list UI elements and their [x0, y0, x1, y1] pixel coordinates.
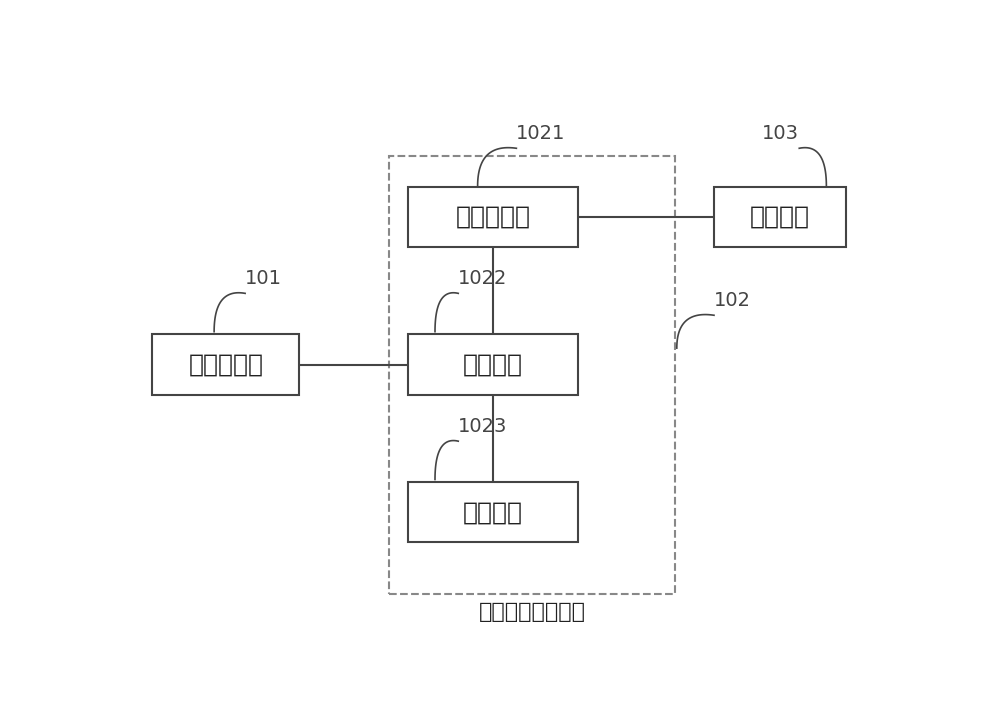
Text: 1023: 1023 [458, 417, 508, 436]
Bar [714, 186, 846, 247]
Text: 车载标签: 车载标签 [750, 205, 810, 229]
Bar [388, 156, 675, 594]
Text: 中控设备: 中控设备 [463, 353, 523, 377]
Bar [152, 334, 299, 395]
Bar [408, 334, 578, 395]
Bar [408, 186, 578, 247]
Text: 电子围栏地面装置: 电子围栏地面装置 [478, 602, 585, 622]
Text: 后台服务器: 后台服务器 [188, 353, 263, 377]
Text: 101: 101 [245, 269, 282, 288]
Text: 无线探测器: 无线探测器 [456, 205, 531, 229]
Text: 102: 102 [714, 291, 751, 310]
Text: 供电装置: 供电装置 [463, 501, 523, 524]
Text: 1021: 1021 [516, 124, 566, 143]
Text: 103: 103 [762, 124, 799, 143]
Bar [408, 482, 578, 542]
Text: 1022: 1022 [458, 269, 508, 288]
